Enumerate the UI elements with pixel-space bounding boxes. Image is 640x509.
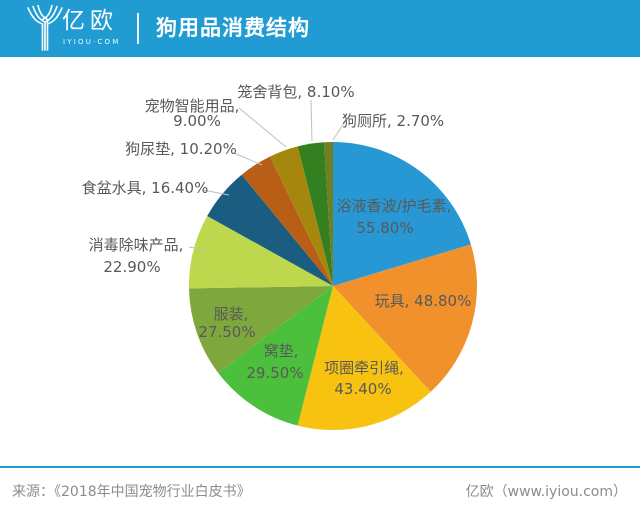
slice-label: 55.80% (356, 219, 413, 237)
pie-chart: 浴液香波/护毛素, 55.80% 玩具, 48.80% 项圈牵引绳, 43.40% 窝垫,… (82, 83, 478, 431)
slice-label: 29.50% (246, 364, 303, 382)
pie-slice-9 (269, 146, 333, 286)
slice-label: 9.00% (173, 112, 221, 130)
slice-label: 窝垫, (264, 342, 299, 360)
pie-slice-2 (333, 244, 478, 392)
pie-slice-8 (241, 156, 333, 286)
iyiou-logo-icon (27, 5, 63, 51)
brand-domain: IYIOU·COM (63, 38, 121, 46)
slice-label: 浴液香波/护毛素, (337, 197, 452, 215)
footer-divider (0, 466, 640, 468)
pie-slice-3 (297, 286, 431, 431)
slice-label: 项圈牵引绳, (324, 359, 404, 377)
pie-slice-10 (297, 142, 333, 286)
pie-slice-7 (207, 174, 333, 286)
pie-slice-6 (188, 216, 333, 289)
slice-label: 食盆水具, 16.40% (82, 179, 209, 197)
header-divider (137, 13, 139, 44)
source-text: 来源：《2018年中国宠物行业白皮书》 (12, 484, 251, 500)
slice-label: 消毒除味产品, (89, 236, 184, 254)
leader-line (238, 107, 287, 148)
pie-slice-4 (218, 286, 333, 426)
slice-label: 27.50% (198, 323, 255, 341)
footer: 来源：《2018年中国宠物行业白皮书》 亿欧（www.iyiou.com） (0, 476, 640, 509)
leader-line (233, 152, 263, 166)
slice-label: 狗厕所, 2.70% (342, 112, 444, 130)
slice-label: 43.40% (334, 380, 391, 398)
leader-line (202, 189, 230, 196)
pie-slice-1 (333, 142, 471, 286)
brand-name: 亿欧 (62, 8, 118, 34)
slice-label: 笼舍背包, 8.10% (237, 83, 354, 101)
pie-slice-11 (324, 142, 333, 286)
credit-text: 亿欧（www.iyiou.com） (465, 484, 627, 500)
header-bar: 亿欧 IYIOU·COM 狗用品消费结构 (0, 0, 640, 57)
slice-label: 狗尿垫, 10.20% (125, 140, 237, 158)
leader-line (188, 246, 207, 251)
page-title: 狗用品消费结构 (156, 16, 310, 40)
leader-line (332, 122, 345, 141)
slice-label: 22.90% (103, 258, 160, 276)
slice-label: 服装, (214, 305, 249, 323)
slice-label: 玩具, 48.80% (375, 292, 472, 310)
leader-line (310, 99, 313, 142)
pie-slice-5 (189, 286, 333, 373)
slice-label: 宠物智能用品, (145, 97, 240, 115)
